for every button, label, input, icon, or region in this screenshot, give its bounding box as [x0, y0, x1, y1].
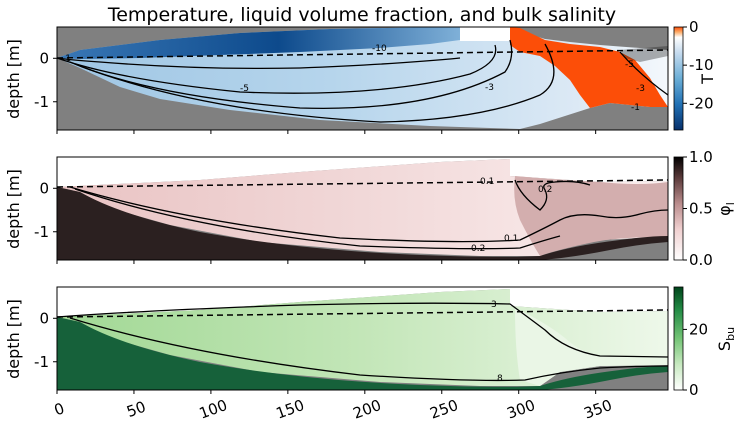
- x-tick-label: 300: [504, 396, 537, 423]
- contour-sal-8: [69, 317, 669, 382]
- colorbar-liquid-fraction: [673, 156, 684, 261]
- colorbar-tick-label: -20: [689, 94, 714, 112]
- y-axis-label: depth [m]: [4, 169, 23, 249]
- contour-t-10: [56, 57, 461, 70]
- salinity-fresh-region: [515, 308, 668, 386]
- sea-level-line: [56, 309, 669, 318]
- contour-phi-0.2: [74, 188, 561, 250]
- temperature-snow-gap: [460, 27, 510, 41]
- contour-phi-0.2-upper: [514, 179, 591, 211]
- panel-temperature-frame: [56, 26, 669, 131]
- y-axis-ticks: 0 -1: [34, 49, 57, 111]
- contour-label: 0.2: [471, 244, 485, 254]
- panel-liquid-fraction: 0.1 0.2 0.1 0.2 depth [m] 0 -1 φl 1.0 0.5 0…: [4, 148, 737, 269]
- x-tick-label: 100: [197, 396, 230, 423]
- panel-bulk-salinity-frame: [56, 286, 669, 391]
- y-tick-label: 0: [39, 309, 49, 327]
- temperature-cold-surface: [57, 27, 460, 59]
- contour-label: 8: [497, 374, 503, 384]
- colorbar-tick-label: -10: [689, 56, 714, 74]
- contour-label: -10: [372, 44, 387, 54]
- colorbar-ticks: 20 0: [683, 320, 708, 399]
- y-axis-label: depth [m]: [4, 39, 23, 119]
- colorbar-ticks: 0 -10 -20: [683, 18, 714, 112]
- contour-phi-0.1: [69, 186, 669, 243]
- colorbar-ticks: 1.0 0.5 0.0: [683, 148, 713, 269]
- colorbar-label: T: [698, 74, 717, 85]
- contour-label: -5: [625, 60, 634, 70]
- panel-temperature: -1 -10 -5 -3 -5 -3 -1 depth [m] 0 -1 T 0 -…: [4, 18, 717, 131]
- sea-level-line: [56, 179, 669, 188]
- y-tick-label: -1: [34, 223, 49, 241]
- contour-label: 0.2: [538, 185, 552, 195]
- colorbar-tick-label: 0.0: [689, 251, 713, 269]
- sea-level-line: [56, 49, 669, 59]
- x-tick-label: 200: [351, 396, 384, 423]
- x-tick-label: 150: [274, 396, 307, 423]
- salinity-bottom-band: [57, 317, 668, 390]
- salinity-upper-white: [57, 287, 668, 317]
- contour-label: -1: [631, 103, 640, 113]
- colorbar-bulk-salinity: [673, 286, 684, 391]
- y-tick-label: 0: [39, 179, 49, 197]
- contour-t-1: [79, 43, 555, 123]
- contour-label: -1: [62, 54, 71, 64]
- y-axis-ticks: 0 -1: [34, 309, 57, 371]
- colorbar-temperature: [673, 26, 684, 131]
- colorbar-tick-label: 0: [689, 18, 699, 36]
- contour-label: 0.1: [480, 177, 494, 187]
- contour-label: -5: [240, 84, 249, 94]
- x-tick-label: 350: [581, 396, 614, 423]
- colorbar-label: Sbu: [715, 327, 737, 351]
- contour-label: -3: [636, 84, 645, 94]
- x-tick-label: 0: [52, 399, 67, 419]
- y-axis-label: depth [m]: [4, 299, 23, 379]
- contour-label: -3: [485, 83, 494, 93]
- liquid-fraction-upper-white: [57, 157, 668, 187]
- chart-title: Temperature, liquid volume fraction, and…: [107, 4, 616, 26]
- colorbar-tick-label: 1.0: [689, 148, 713, 166]
- liquid-fraction-warm-region: [514, 176, 668, 256]
- temperature-warm-zone: [510, 27, 668, 108]
- y-tick-label: 0: [39, 49, 49, 67]
- colorbar-tick-label: 0.5: [689, 200, 713, 218]
- panel-bulk-salinity: 3 8 depth [m] 0 -1 Sbu 20 0: [4, 286, 737, 399]
- contour-t-5: [56, 44, 497, 94]
- x-tick-label: 250: [428, 396, 461, 423]
- contour-sal-3: [56, 302, 669, 358]
- contour-label: 3: [491, 300, 497, 310]
- y-tick-label: -1: [34, 93, 49, 111]
- contour-t-1-right: [619, 51, 669, 96]
- panel-liquid-fraction-frame: [56, 156, 669, 261]
- colorbar-tick-label: 20: [689, 320, 708, 338]
- contour-label: 0.1: [504, 234, 518, 244]
- x-tick-label: 50: [124, 398, 148, 421]
- contour-t-3: [69, 39, 513, 109]
- y-tick-label: -1: [34, 353, 49, 371]
- colorbar-label: φl: [715, 202, 737, 216]
- liquid-fraction-bottom-band: [57, 187, 668, 260]
- colorbar-tick-label: 0: [689, 381, 699, 399]
- y-axis-ticks: 0 -1: [34, 179, 57, 241]
